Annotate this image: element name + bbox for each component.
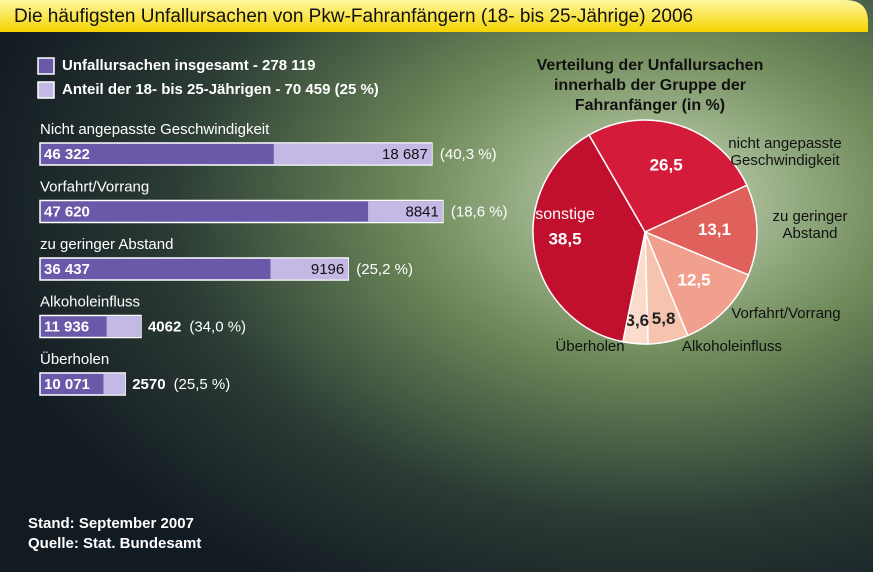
pie-value-label: 13,1: [698, 220, 731, 239]
footnote: Quelle: Stat. Bundesamt: [28, 535, 201, 552]
share-value-label: 2570: [132, 376, 165, 393]
pie-title: Verteilung der Unfallursachen innerhalb …: [536, 57, 764, 114]
pie-category-label: Vorfahrt/Vorrang: [731, 305, 841, 322]
pie-slice: [643, 184, 758, 276]
pie-category-label: Überholen: [555, 338, 625, 355]
share-bar: [368, 201, 443, 222]
pie-category-label: nicht angepasste Geschwindigkeit: [728, 135, 842, 169]
pie-value-label: 3,6: [625, 311, 649, 330]
pie-value-label: 5,8: [652, 309, 676, 328]
pie-value-label: 12,5: [678, 271, 711, 290]
category-label: Nicht angepasste Geschwindigkeit: [40, 121, 270, 138]
total-value-label: 11 936: [44, 318, 89, 335]
share-bar: [273, 143, 432, 165]
pie-slice: [643, 230, 750, 337]
total-value-label: 36 437: [44, 261, 90, 278]
share-value-label: 9196: [311, 261, 344, 278]
total-value-label: 46 322: [44, 146, 90, 163]
share-percent-label: (18,6 %): [451, 203, 508, 220]
share-bar: [106, 316, 141, 337]
pie-slice: [587, 119, 748, 233]
share-percent-label: (34,0 %): [189, 318, 246, 335]
legend-label: Unfallursachen insgesamt - 278 119: [62, 57, 315, 74]
pie-value-label: 26,5: [650, 155, 683, 174]
share-percent-label: (25,5 %): [174, 376, 231, 393]
share-value-label: 8841: [405, 203, 438, 220]
share-bar: [103, 373, 126, 395]
share-value-label: 4062: [148, 318, 181, 335]
title-bar: [0, 0, 868, 32]
total-value-label: 10 071: [44, 376, 90, 393]
pie-category-label: zu geringer Abstand: [772, 208, 848, 242]
pie-value-label: 38,5: [548, 229, 581, 248]
pie-category-label: Alkoholeinfluss: [681, 338, 783, 355]
share-percent-label: (40,3 %): [440, 146, 497, 163]
legend-swatch: [37, 57, 55, 75]
legend-swatch: [37, 81, 55, 99]
category-label: Überholen: [40, 350, 109, 368]
share-bar: [270, 258, 349, 280]
pie-slice: [532, 133, 646, 343]
share-value-label: 18 687: [382, 146, 428, 163]
share-percent-label: (25,2 %): [356, 261, 413, 278]
total-value-label: 47 620: [44, 203, 90, 220]
category-label: Alkoholeinfluss: [40, 293, 140, 310]
legend-label: Anteil der 18- bis 25-Jährigen - 70 459 …: [62, 81, 379, 98]
pie-category-label: sonstige: [535, 206, 595, 223]
category-label: Vorfahrt/Vorrang: [40, 178, 149, 195]
category-label: zu geringer Abstand: [40, 236, 173, 253]
page-title: Die häufigsten Unfallursachen von Pkw-Fa…: [14, 6, 693, 27]
footnote: Stand: September 2007: [28, 515, 194, 532]
